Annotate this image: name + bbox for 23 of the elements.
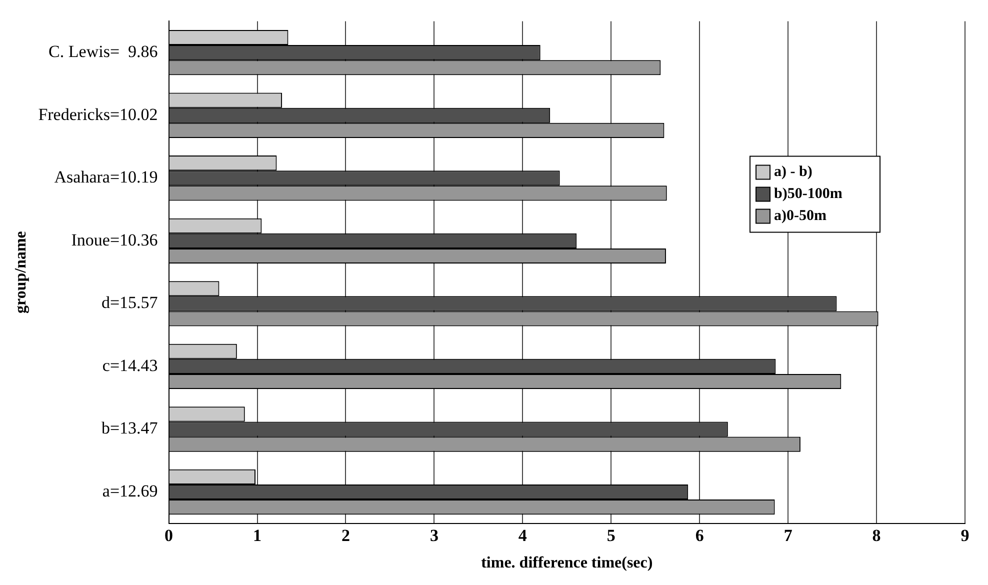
legend-label: a) - b) xyxy=(774,164,812,180)
legend-label: a)0-50m xyxy=(774,208,827,224)
y-axis-title: group/name xyxy=(12,231,30,314)
y-tick-label: a=12.69 xyxy=(102,481,158,500)
y-tick-label: Fredericks=10.02 xyxy=(38,104,158,124)
y-tick-label: c=14.43 xyxy=(102,356,158,375)
x-tick-label: 2 xyxy=(341,526,350,545)
x-tick-label: 4 xyxy=(518,526,528,545)
x-tick-label: 6 xyxy=(695,526,704,545)
x-axis-title: time. difference time(sec) xyxy=(481,554,653,572)
y-tick-label: d=15.57 xyxy=(101,293,158,312)
y-tick-label: Inoue=10.36 xyxy=(71,230,158,250)
legend-label: b)50-100m xyxy=(774,186,843,202)
y-tick-label: Asahara=10.19 xyxy=(54,168,158,187)
y-tick-label: C. Lewis= 9.86 xyxy=(48,42,158,62)
x-tick-label: 0 xyxy=(164,526,174,545)
x-tick-label: 1 xyxy=(253,526,262,545)
x-tick-label: 9 xyxy=(960,526,970,545)
x-tick-label: 7 xyxy=(784,526,793,545)
x-tick-label: 5 xyxy=(606,526,616,545)
x-tick-label: 3 xyxy=(430,526,438,545)
y-tick-label: b=13.47 xyxy=(101,418,158,438)
x-tick-label: 8 xyxy=(872,526,881,545)
